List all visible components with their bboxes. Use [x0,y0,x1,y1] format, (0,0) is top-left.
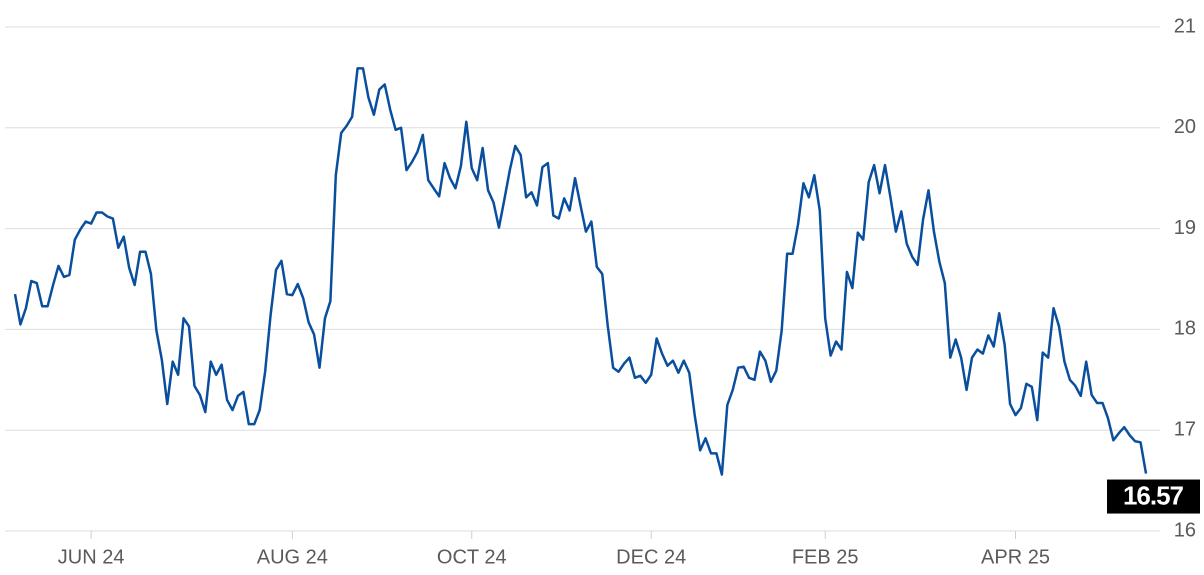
y-tick-label: 20 [1174,116,1196,138]
x-tick-label: DEC 24 [616,546,686,568]
x-tick-label: FEB 25 [792,546,859,568]
y-tick-label: 19 [1174,217,1196,239]
x-tick-label: AUG 24 [257,546,328,568]
x-tick-label: JUN 24 [58,546,125,568]
y-tick-label: 17 [1174,418,1196,440]
last-value-box [1107,479,1200,514]
y-tick-label: 18 [1174,318,1196,340]
x-tick-label: OCT 24 [437,546,507,568]
last-value-label: 16.57 [1123,480,1184,510]
y-tick-label: 16 [1174,519,1196,541]
x-tick-label: APR 25 [981,546,1050,568]
y-tick-label: 21 [1174,15,1196,37]
price-line [13,67,1148,476]
